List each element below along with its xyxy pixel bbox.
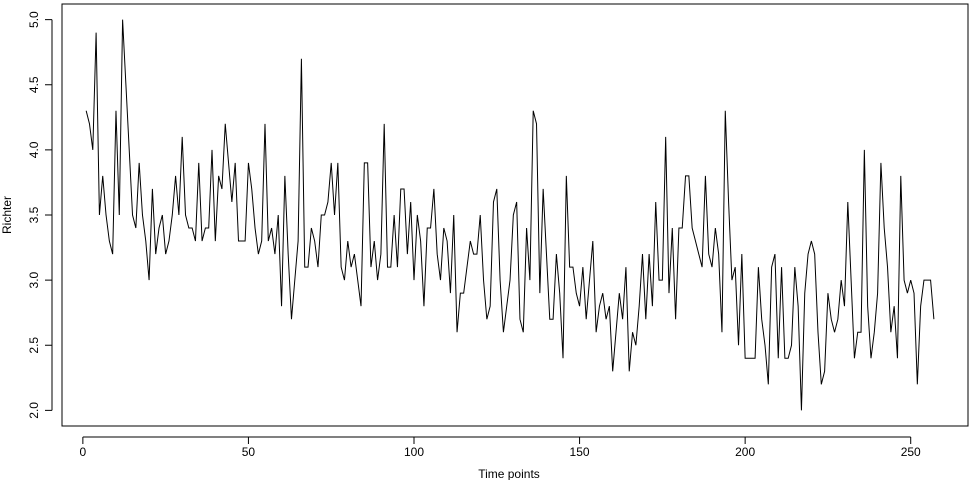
x-tick-label: 150 [570,445,590,459]
y-tick-label: 2.5 [27,337,41,354]
y-tick-label: 5.0 [27,11,41,28]
x-tick-label: 250 [901,445,921,459]
x-tick-label: 50 [242,445,256,459]
y-tick-label: 3.5 [27,206,41,223]
series-line [85,19,935,411]
y-axis-label: Richter [0,196,14,234]
y-tick-label: 4.5 [27,76,41,93]
y-tick-label: 3.0 [27,271,41,288]
y-tick-label: 4.0 [27,141,41,158]
plot-box [61,3,969,427]
x-tick-label: 0 [80,445,87,459]
x-axis-label: Time points [478,467,540,480]
x-tick-label: 100 [404,445,424,459]
x-tick-label: 200 [735,445,755,459]
y-tick-label: 2.0 [27,402,41,419]
